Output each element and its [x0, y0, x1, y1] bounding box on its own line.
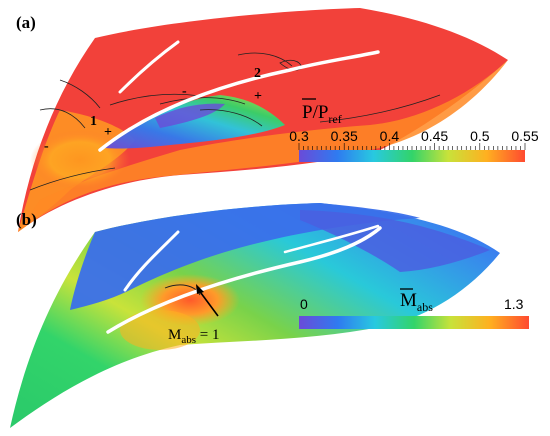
sonic-line-annotation: Mabs = 1 [168, 284, 219, 346]
colorbar-a-gradient [299, 150, 525, 162]
panel-a-shock-region [105, 95, 285, 149]
colorbar-a-tick-labels: 0.3 0.35 0.4 0.45 0.5 0.55 [289, 128, 539, 144]
colorbar-a-tick-label: 0.3 [289, 128, 309, 144]
panel-b-blue-region [70, 203, 420, 310]
plus-sign: + [254, 89, 262, 104]
colorbar-b-title: Mabs [400, 290, 433, 314]
plus-sign: + [104, 125, 112, 140]
colorbar-b-max-label: 1.3 [504, 296, 524, 312]
colorbar-b-min-label: 0 [300, 296, 308, 312]
colorbar-a-ticks [298, 143, 526, 150]
minus-sign: - [44, 139, 49, 154]
minus-sign: - [182, 84, 187, 99]
region-2-label: 2 [254, 66, 261, 81]
panel-b-label: (b) [16, 210, 37, 229]
colorbar-b-gradient [299, 316, 529, 329]
colorbar-a-tick-label: 0.35 [331, 128, 358, 144]
colorbar-a-title: P/Pref [302, 102, 342, 126]
region-1-label: 1 [90, 114, 97, 129]
panel-a: (a) 1 2 + + - - [16, 8, 508, 232]
colorbar-a-tick-label: 0.4 [380, 128, 400, 144]
panel-a-orange-band [18, 60, 508, 232]
colorbar-b: 0 Mabs 1.3 [299, 288, 529, 329]
panel-b: (b) Mabs = 1 [10, 203, 500, 428]
colorbar-a-tick-label: 0.55 [511, 128, 538, 144]
panel-b-blades [106, 224, 382, 334]
colorbar-a-tick-label: 0.45 [421, 128, 448, 144]
colorbar-a-tick-label: 0.5 [470, 128, 490, 144]
panel-a-label: (a) [16, 13, 36, 32]
panel-a-blades [98, 40, 380, 152]
colorbar-a: P/Pref 0.3 0.35 0.4 0.45 0.5 0.55 [289, 98, 539, 162]
sonic-line-label: Mabs = 1 [168, 327, 219, 346]
